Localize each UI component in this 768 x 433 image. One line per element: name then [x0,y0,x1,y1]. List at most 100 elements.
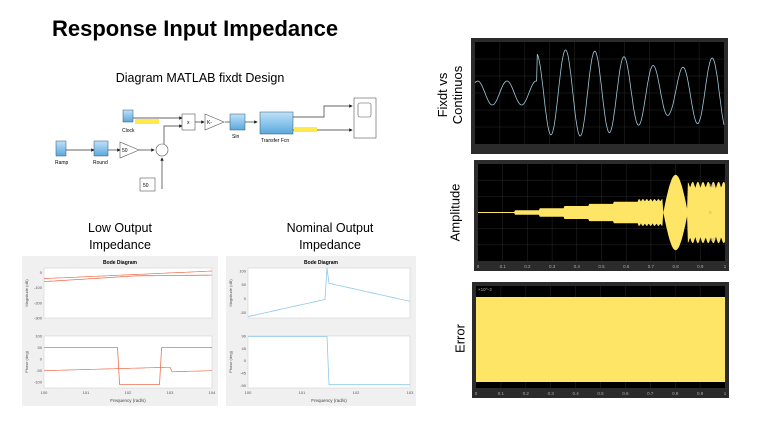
y-tick-label: 0 [244,296,247,301]
simulink-diagram: Clock Ramp Round 50 50 x K- Sin Transfer… [55,97,377,192]
x-tick-label: 0.7 [648,264,655,269]
y-tick-label: -50 [36,368,43,373]
x-tick-label: 0 [475,391,478,396]
x-tick-label: 0.4 [574,264,581,269]
transfer-fcn-block[interactable] [259,111,294,135]
gain-k-label: K- [207,120,212,126]
y-tick-label: 100 [35,334,42,339]
x-tick-label: 102 [353,390,360,395]
x-tick-label: 0.8 [672,264,679,269]
y-tick-label: -45 [240,370,247,375]
round-label: Round [93,160,108,166]
x-tick-label: 0.5 [598,264,605,269]
y-tick-label: 90 [242,334,247,339]
x-tick-label: 101 [83,390,90,395]
product-label: x [187,120,190,126]
x-tick-label: 0.8 [672,391,679,396]
y-tick-label: -100 [34,285,43,290]
y-tick-label: -100 [34,380,43,385]
caption-line: Impedance [89,238,151,252]
y-tick-label: -50 [240,310,247,315]
y-tick-label: -90 [240,383,247,388]
x-tick-label: 0.3 [549,264,556,269]
signal-line [474,49,725,137]
x-tick-label: 1 [724,264,727,269]
caption-line: Nominal Output [286,221,374,235]
y-tick-label: -300 [34,316,43,321]
y-axis-label: Magnitude (dB) [228,279,233,307]
gain-50-value: 50 [122,148,128,154]
constant-value: 50 [143,183,149,189]
y-tick-label: 50 [709,183,715,188]
constant-block[interactable] [139,177,156,192]
amplitude-envelope [478,174,725,251]
y-tick-label: 0 [40,270,43,275]
x-tick-label: 103 [167,390,174,395]
transfer-fcn-display [294,127,317,132]
x-axis-label: Frequency (rad/s) [311,398,347,403]
bode-curve [43,274,212,282]
y-tick-label: 100 [239,268,246,273]
gain-50-block[interactable] [119,141,140,159]
x-tick-label: 0.1 [500,264,507,269]
sin-label: Sin [232,134,239,140]
round-block[interactable] [93,140,109,157]
y-scale-label: ×10^-3 [478,287,492,292]
bode-curve [44,347,212,385]
x-tick-label: 0.1 [498,391,505,396]
x-tick-label: 0.9 [697,391,704,396]
y-axis-label: Phase (deg) [24,350,29,372]
scope-amplitude: 50 0 -50 0 0.1 0.2 0.3 0.4 0.5 0.6 0.7 0.8 0.9 1 [474,160,729,271]
scope-fixdt-vs-continuous [471,38,728,154]
x-tick-label: 0.4 [572,391,579,396]
ramp-label: Ramp [55,160,69,166]
sin-block[interactable] [229,113,246,131]
low-impedance-caption: Low Output Impedance [60,220,180,254]
product-block[interactable] [181,113,196,131]
x-tick-label: 102 [125,390,132,395]
y-tick-label: 45 [242,346,247,351]
ramp-block[interactable] [55,140,67,157]
caption-line: Low Output [88,221,152,235]
y-axis-label: Magnitude (dB) [24,279,29,307]
label-line: Fixdt vs [435,72,450,118]
y-tick-label: 50 [242,282,247,287]
clock-display [135,119,159,124]
x-tick-label: 0.7 [647,391,654,396]
scope-label-amplitude: Amplitude [447,183,463,242]
sum-block[interactable] [155,143,169,157]
x-tick-label: 0.2 [523,391,530,396]
bode-title: Bode Diagram [103,260,137,266]
bode-curve [248,336,410,386]
y-axis-label: Phase (deg) [228,350,233,372]
diagram-title: Diagram MATLAB fixdt Design [115,71,285,85]
bode-title: Bode Diagram [304,260,338,266]
x-tick-label: 0.9 [697,264,704,269]
y-tick-label: 50 [38,345,43,350]
bode-axes [247,267,411,319]
x-tick-label: 100 [245,390,252,395]
x-tick-label: 0.3 [548,391,555,396]
x-tick-label: 0.5 [597,391,604,396]
gain-k-block[interactable] [204,113,225,131]
x-tick-label: 0.2 [524,264,531,269]
x-tick-label: 0.6 [623,264,630,269]
y-tick-label: 0 [709,210,712,215]
x-tick-label: 0.6 [622,391,629,396]
y-tick-label: -50 [709,237,716,242]
bode-curve [247,267,411,317]
scope-screen-icon [357,102,372,118]
x-tick-label: 101 [299,390,306,395]
bode-curve [43,270,213,279]
bode-axes [43,335,213,389]
clock-label: Clock [122,128,135,134]
caption-line: Impedance [299,238,361,252]
bode-nominal-impedance: Bode Diagram 100 50 0 -50 Magnitude (dB) 90 45 0… [226,256,416,406]
x-axis-label: Frequency (rad/s) [110,398,146,403]
x-tick-label: 103 [407,390,414,395]
y-tick-label: 0 [244,358,247,363]
clock-block[interactable] [122,109,134,123]
error-band [476,297,725,382]
scope-label-fixdt: Fixdt vs Continuos [435,50,465,140]
transfer-fcn-label: Transfer Fcn [261,138,289,144]
